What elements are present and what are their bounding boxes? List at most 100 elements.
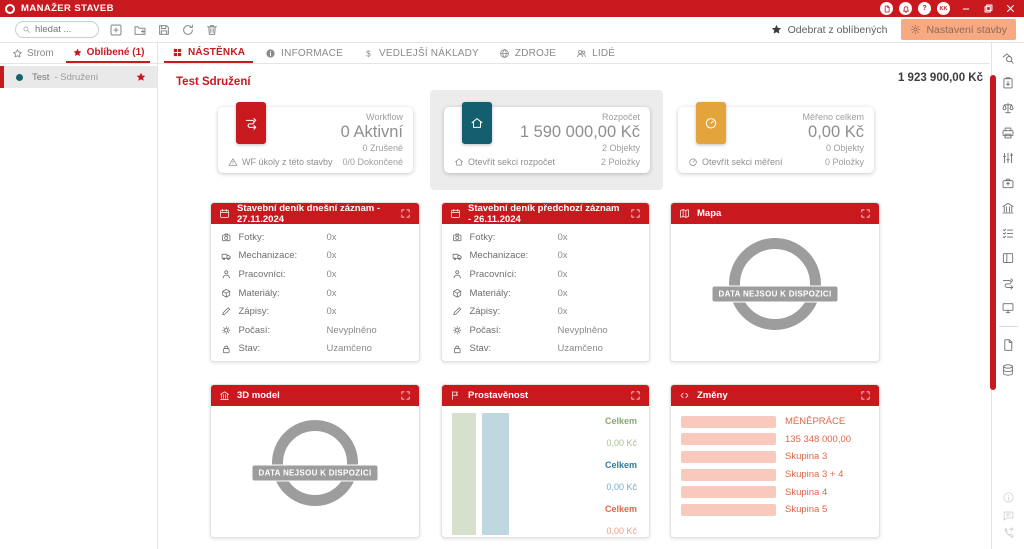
delete-button[interactable]	[205, 23, 219, 37]
machinery-icon	[452, 251, 463, 262]
chart-bar	[681, 503, 776, 516]
restore-button[interactable]	[983, 3, 994, 14]
chart-bar	[681, 415, 776, 428]
card-value: 0 Aktivní	[340, 123, 403, 141]
favorite-project-item[interactable]: Test - Sdružení	[0, 66, 157, 88]
favorite-star-icon[interactable]	[135, 71, 147, 83]
book-icon[interactable]	[1001, 251, 1015, 265]
no-data-label: DATA NEJSOU K DISPOZICI	[251, 464, 379, 481]
expand-icon[interactable]	[630, 390, 641, 401]
empty-ring	[729, 238, 821, 330]
search-input[interactable]	[35, 24, 93, 35]
search-box[interactable]	[15, 21, 99, 38]
printer-icon[interactable]	[1001, 126, 1015, 140]
briefcase-export-icon[interactable]	[1001, 176, 1015, 190]
chart-bar	[681, 486, 776, 499]
workflow-icon	[244, 116, 258, 130]
tab-side-costs[interactable]: $ VEDLEJŠÍ NÁKLADY	[355, 43, 487, 63]
card-stat: 0 Objekty	[825, 143, 864, 153]
app-logo-icon	[5, 3, 15, 14]
clipboard-export-icon[interactable]	[1001, 76, 1015, 90]
tab-dashboard[interactable]: NÁSTĚNKA	[164, 43, 254, 63]
chart-bar	[681, 450, 776, 463]
person-icon	[221, 269, 232, 280]
person-icon	[452, 269, 463, 280]
equalizer-icon[interactable]	[1001, 151, 1015, 165]
workflow-icon[interactable]	[1001, 276, 1015, 290]
changes-chart: MÉNĚPRÁCE 135 348 000,00 Skupina 3 Skupi…	[671, 406, 879, 519]
expand-icon[interactable]	[400, 390, 411, 401]
open-measurement-link[interactable]: Otevřít sekci měření	[688, 157, 783, 167]
bank-icon[interactable]	[1001, 201, 1015, 215]
bank-icon	[219, 390, 230, 401]
open-budget-link[interactable]: Otevřít sekci rozpočet	[454, 157, 555, 167]
expand-icon[interactable]	[400, 208, 411, 219]
diary-today-card: Stavební deník dnešní záznam - 27.11.202…	[210, 202, 420, 362]
tab-resources[interactable]: ZDROJE	[491, 43, 564, 63]
add-button[interactable]	[109, 23, 123, 37]
refresh-button[interactable]	[181, 23, 195, 37]
phone-callback-icon[interactable]	[1002, 527, 1015, 540]
gauge-icon	[704, 116, 718, 130]
minimize-button[interactable]	[961, 3, 972, 14]
chat-icon[interactable]	[1002, 509, 1015, 522]
changes-icon	[679, 390, 690, 401]
card-label: Workflow	[366, 112, 403, 122]
document-icon[interactable]	[1001, 338, 1015, 352]
house-icon	[470, 116, 484, 130]
new-folder-button[interactable]	[133, 23, 147, 37]
empty-ring	[272, 420, 358, 506]
tab-information[interactable]: INFORMACE	[257, 43, 351, 63]
site-search-icon[interactable]	[1001, 51, 1015, 65]
help-button[interactable]: ?	[918, 2, 931, 15]
workflow-tasks-link[interactable]: WF úkoly z této stavby	[228, 157, 333, 167]
legend-value: 0,00 Kč	[606, 438, 637, 448]
sidebar-tab-favorites[interactable]: Oblíbené (1)	[65, 43, 151, 63]
monitor-icon[interactable]	[1001, 301, 1015, 315]
remove-favorite-button[interactable]: Odebrat z oblíbených	[770, 23, 887, 36]
expand-icon[interactable]	[860, 208, 871, 219]
scales-icon[interactable]	[1001, 101, 1015, 115]
sidebar: Strom Oblíbené (1) Test - Sdružení	[0, 43, 158, 549]
tab-people[interactable]: LIDÉ	[568, 43, 623, 63]
sidebar-tab-tree[interactable]: Strom	[6, 43, 60, 63]
camera-icon	[452, 232, 463, 243]
task-list-icon[interactable]	[1001, 226, 1015, 240]
map-icon	[679, 208, 690, 219]
settings-button[interactable]: Nastavení stavby	[901, 19, 1016, 40]
bar-label: MÉNĚPRÁCE	[785, 416, 846, 428]
database-icon[interactable]	[1001, 363, 1015, 377]
workflow-summary-card[interactable]: Workflow 0 Aktivní 0 Zrušené 0/0 Dokonče…	[218, 102, 413, 173]
notifications-button[interactable]	[899, 2, 912, 15]
rail-divider	[998, 326, 1018, 327]
account-avatar[interactable]: KK	[937, 2, 950, 15]
project-type: - Sdružení	[54, 71, 99, 83]
calendar-icon	[450, 208, 461, 219]
info-icon[interactable]	[1002, 491, 1015, 504]
star-outline-icon	[12, 48, 23, 59]
widget-title: 3D model	[237, 390, 280, 401]
app-title: MANAŽER STAVEB	[21, 3, 114, 14]
globe-icon	[499, 48, 510, 59]
legend-label: Celkem	[604, 460, 637, 470]
widget-title: Změny	[697, 390, 728, 401]
budget-summary-card[interactable]: Rozpočet 1 590 000,00 Kč 2 Objekty 2 Pol…	[444, 102, 650, 173]
scrollbar-thumb[interactable]	[990, 75, 996, 390]
save-button[interactable]	[157, 23, 171, 37]
question-icon: ?	[922, 5, 927, 12]
expand-icon[interactable]	[630, 208, 641, 219]
news-button[interactable]	[880, 2, 893, 15]
flag-icon	[450, 390, 461, 401]
dashboard-icon	[172, 47, 183, 58]
page-title: Test Sdružení	[176, 76, 251, 88]
card-stat: 0/0 Dokončené	[342, 156, 403, 167]
expand-icon[interactable]	[860, 390, 871, 401]
close-button[interactable]	[1005, 3, 1016, 14]
progress-chart: Celkem 0,00 Kč Celkem 0,00 Kč Celkem 0,0…	[442, 406, 649, 537]
avatar-initials: KK	[939, 5, 948, 12]
measured-summary-card[interactable]: Měřeno celkem 0,00 Kč 0 Objekty 0 Položk…	[678, 102, 874, 173]
file-icon	[883, 5, 891, 13]
users-icon	[576, 48, 587, 59]
gear-icon	[910, 24, 921, 35]
card-stat: 2 Objekty	[601, 143, 640, 153]
